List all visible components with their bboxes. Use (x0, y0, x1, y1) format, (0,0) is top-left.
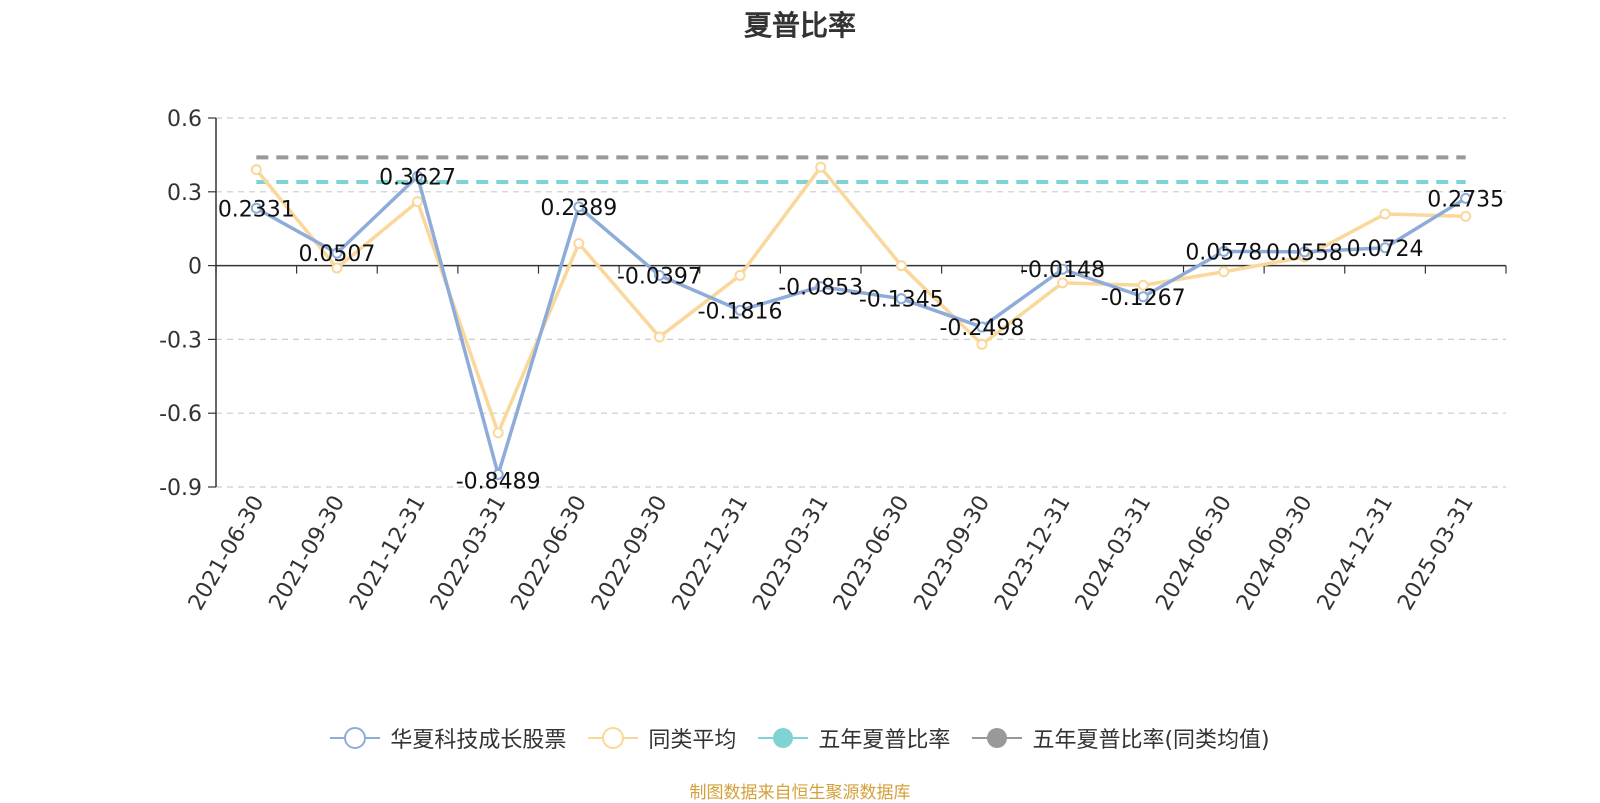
data-label: -0.1345 (859, 288, 944, 313)
x-tick-label: 2024-12-31 (1313, 492, 1399, 615)
legend-marker-peer-average (588, 727, 639, 749)
fund-line (255, 174, 1467, 477)
legend-label-peer-average: 同类平均 (648, 728, 737, 753)
x-tick-label: 2023-03-31 (748, 492, 834, 615)
peer-average-point (1460, 210, 1472, 222)
fund-point (1057, 263, 1069, 275)
data-label: 0.2389 (540, 196, 617, 221)
peer-average-point (815, 161, 827, 173)
data-label: 0.2735 (1427, 187, 1504, 212)
peer-average-point (250, 164, 262, 176)
peer-average-point (653, 331, 665, 343)
data-label: 0.0578 (1185, 240, 1262, 265)
data-label: -0.8489 (456, 469, 541, 494)
peer-average-point (1218, 266, 1230, 278)
peer-average-point (412, 196, 424, 208)
fund-point (815, 281, 827, 293)
legend-item-five-year-sharpe-peer[interactable]: 五年夏普比率(同类均值) (972, 722, 1270, 754)
x-tick-label: 2021-06-30 (184, 492, 270, 615)
x-tick-label: 2022-03-31 (426, 492, 512, 615)
y-tick-label: 0 (188, 255, 202, 280)
data-label: 0.0724 (1347, 237, 1424, 262)
peer-average-point (1057, 277, 1069, 289)
legend-marker-fund (330, 727, 381, 749)
data-label: -0.1267 (1101, 286, 1186, 311)
peer-average-point (895, 260, 907, 272)
peer-average-point (976, 338, 988, 350)
fund-point (331, 247, 343, 259)
peer-average-line (254, 165, 1466, 435)
fund-point (412, 170, 424, 182)
fund-point (1460, 192, 1472, 204)
legend-item-fund[interactable]: 华夏科技成长股票 (330, 722, 566, 754)
fund-point (573, 201, 585, 213)
data-label: -0.0148 (1020, 258, 1105, 283)
peer-average-point (492, 427, 504, 439)
x-tick-label: 2024-09-30 (1232, 492, 1318, 615)
fund-point (895, 293, 907, 305)
peer-average-point (1137, 279, 1149, 291)
legend-item-five-year-sharpe[interactable]: 五年夏普比率 (758, 722, 950, 754)
x-tick-label: 2023-06-30 (829, 492, 915, 615)
peer-average-point (1379, 208, 1391, 220)
x-tick-label: 2023-09-30 (910, 492, 996, 615)
data-label: -0.2498 (939, 316, 1024, 341)
fund-point (653, 269, 665, 281)
fund-point (1218, 245, 1230, 257)
fund-point (976, 321, 988, 333)
peer-average-point (573, 237, 585, 249)
data-label: 0.0507 (298, 242, 375, 267)
x-tick-label: 2025-03-31 (1393, 492, 1479, 615)
x-tick-label: 2024-06-30 (1151, 492, 1237, 615)
x-tick-label: 2022-12-31 (668, 492, 754, 615)
fund-point (492, 468, 504, 480)
data-label: -0.1816 (698, 299, 783, 324)
legend-label-fund: 华夏科技成长股票 (390, 728, 567, 753)
x-tick-label: 2024-03-31 (1071, 492, 1157, 615)
legend: 华夏科技成长股票 同类平均 五年夏普比率 五年夏普比率(同类均值) (0, 722, 1600, 754)
x-tick-label: 2021-09-30 (265, 492, 351, 615)
x-tick-label: 2022-09-30 (587, 492, 673, 615)
fund-point (1379, 242, 1391, 254)
data-label: 0.2331 (218, 197, 295, 222)
y-tick-label: -0.6 (159, 402, 202, 427)
data-label: 0.3627 (379, 165, 456, 190)
x-tick-label: 2023-12-31 (990, 492, 1076, 615)
fund-point (734, 304, 746, 316)
x-tick-label: 2021-12-31 (345, 492, 431, 615)
fund-point (250, 202, 262, 214)
fund-point (1137, 291, 1149, 303)
y-tick-label: -0.9 (159, 476, 202, 501)
x-tick-label: 2022-06-30 (506, 492, 592, 615)
data-label: 0.0558 (1266, 241, 1343, 266)
legend-label-five-year-sharpe: 五年夏普比率 (818, 728, 951, 753)
legend-item-peer-average[interactable]: 同类平均 (588, 722, 736, 754)
legend-marker-five-year-sharpe-peer (972, 728, 1023, 748)
chart-title: 夏普比率 (743, 9, 856, 42)
fund-point (1298, 246, 1310, 258)
y-tick-label: -0.3 (159, 328, 202, 353)
legend-marker-five-year-sharpe (758, 728, 809, 748)
legend-label-five-year-sharpe-peer: 五年夏普比率(同类均值) (1032, 728, 1270, 753)
line-chart: 0.60.30-0.3-0.6-0.92021-06-302021-09-302… (159, 107, 1507, 615)
data-label: -0.0853 (778, 276, 863, 301)
y-tick-label: 0.3 (167, 181, 202, 206)
peer-average-point (734, 269, 746, 281)
data-label: -0.0397 (617, 264, 702, 289)
data-source-note: 制图数据来自恒生聚源数据库 (689, 783, 911, 803)
y-tick-label: 0.6 (167, 107, 202, 132)
peer-average-point (331, 262, 343, 274)
